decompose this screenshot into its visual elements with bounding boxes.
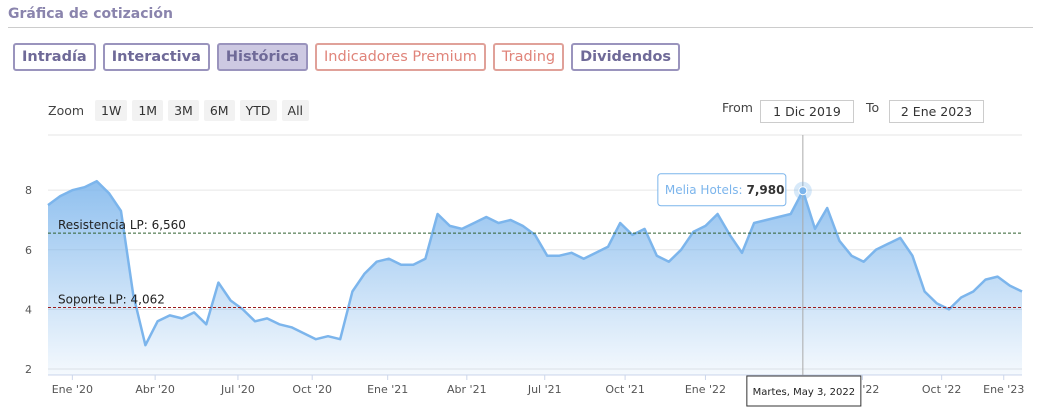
tooltip-text: Melia Hotels: 7,980 [665, 183, 785, 197]
y-tick-label: 8 [25, 184, 32, 197]
hover-point [798, 186, 808, 196]
tab[interactable]: Dividendos [571, 43, 681, 71]
tooltip: Melia Hotels: 7,980 [657, 173, 787, 207]
x-tick-label: Jul '21 [527, 383, 562, 396]
x-tick-label: Oct '22 [922, 383, 962, 396]
zoom-button[interactable]: 6M [203, 100, 235, 121]
zoom-button[interactable]: 1M [132, 100, 164, 121]
y-tick-label: 2 [25, 363, 32, 376]
date-label: Martes, May 3, 2022 [753, 387, 856, 398]
tooltip-value: 7,980 [747, 183, 785, 197]
reference-label: Resistencia LP: 6,560 [58, 218, 186, 232]
zoom-button[interactable]: 3M [168, 100, 199, 121]
to-input[interactable]: 2 Ene 2023 [889, 100, 984, 123]
divider [8, 27, 1033, 28]
y-tick-label: 4 [25, 303, 32, 316]
section-title: Gráfica de cotización [8, 6, 173, 22]
tab[interactable]: Trading [492, 43, 565, 71]
from-label: From [722, 100, 753, 115]
date-label-box [746, 375, 862, 407]
x-tick-label: Abr '20 [135, 383, 175, 396]
zoom-button[interactable]: 1W [95, 100, 128, 121]
x-tick-label: Jul '20 [220, 383, 255, 396]
x-tick-label: Ene '23 [983, 383, 1024, 396]
tooltip-series: Melia Hotels: [665, 183, 743, 197]
zoom-button[interactable]: All [281, 100, 310, 121]
area-fill [48, 181, 1022, 375]
tab-bar: Intradía Interactiva Histórica Indicadores … [13, 43, 681, 71]
to-label: To [866, 100, 880, 115]
zoom-label: Zoom [48, 103, 85, 118]
y-tick-label: 6 [25, 244, 32, 257]
x-tick-label: Ene '21 [367, 383, 408, 396]
x-tick-label: Ene '22 [685, 383, 726, 396]
from-input[interactable]: 1 Dic 2019 [760, 100, 854, 123]
x-tick-label: Oct '21 [605, 383, 645, 396]
x-tick-label: Oct '20 [292, 383, 332, 396]
x-tick-label: Ene '20 [52, 383, 93, 396]
reference-label: Soporte LP: 4,062 [58, 293, 165, 307]
tab[interactable]: Interactiva [102, 43, 210, 71]
tab[interactable]: Intradía [13, 43, 96, 71]
zoom-button[interactable]: YTD [239, 100, 277, 121]
area-line [47, 179, 1023, 347]
tab[interactable]: Indicadores Premium [315, 43, 486, 71]
zoom-bar: Zoom 1W 1M 3M 6M YTD All [48, 100, 310, 121]
tooltip-box [657, 173, 787, 207]
tab[interactable]: Histórica [216, 43, 309, 71]
x-tick-label: Abr '21 [447, 383, 487, 396]
